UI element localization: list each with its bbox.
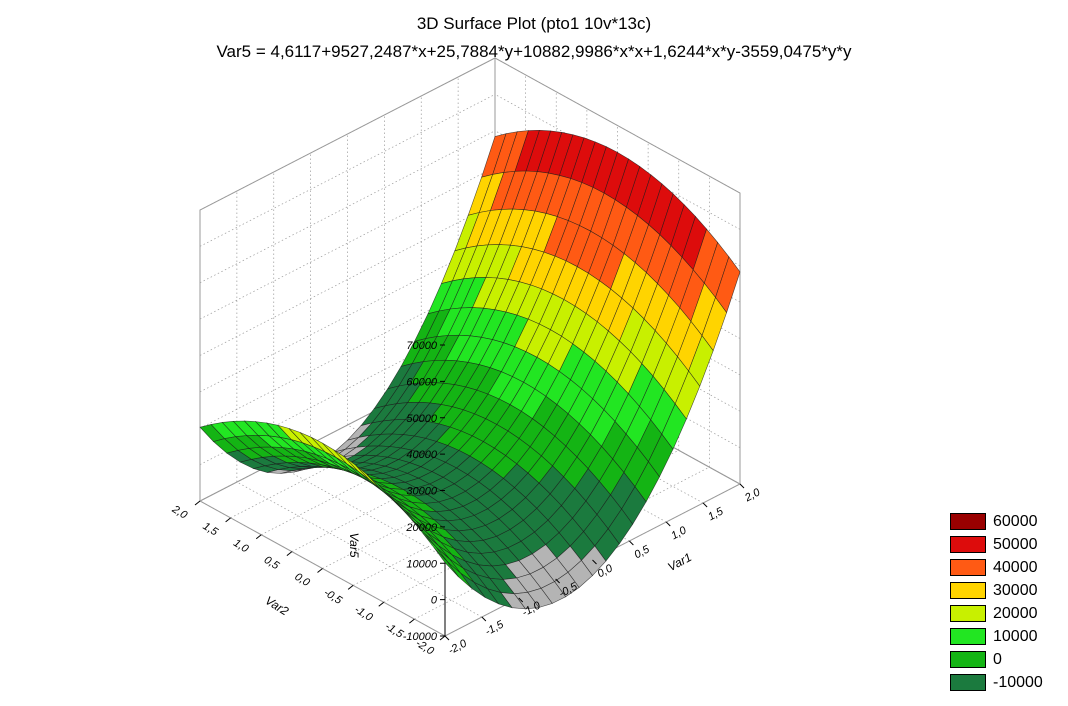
- legend-item: 10000: [950, 625, 1043, 648]
- legend-label: 0: [993, 650, 1002, 668]
- z-tick-label: 60000: [406, 376, 437, 388]
- legend-label: -10000: [993, 673, 1043, 691]
- z-tick-label: 20000: [405, 522, 437, 534]
- grid-line: [199, 239, 496, 393]
- legend-item: 50000: [950, 533, 1043, 556]
- grid-line: [199, 94, 496, 247]
- legend-item: 40000: [950, 556, 1043, 579]
- grid-line: [199, 166, 496, 320]
- grid-line: [494, 94, 741, 230]
- x-axis-label: Var1: [665, 550, 694, 574]
- y-tick-label: 1,0: [231, 537, 251, 556]
- y-tick-mark: [194, 500, 201, 506]
- y-tick-mark: [378, 601, 385, 607]
- grid-line: [199, 57, 496, 211]
- x-tick-mark: [665, 521, 671, 527]
- color-legend: 60000 50000 40000 30000 20000 10000 0 -10000: [950, 510, 1043, 694]
- legend-item: 30000: [950, 579, 1043, 602]
- grid-line: [199, 203, 496, 356]
- surface-mesh: [199, 129, 741, 610]
- z-tick-label: 70000: [406, 340, 437, 352]
- legend-swatch: [950, 536, 986, 553]
- legend-swatch: [950, 651, 986, 668]
- y-tick-mark: [317, 568, 323, 573]
- y-tick-mark: [409, 618, 415, 624]
- legend-label: 60000: [993, 512, 1038, 530]
- y-tick-mark: [255, 534, 262, 540]
- x-tick-label: 0,5: [632, 543, 652, 561]
- legend-swatch: [950, 628, 986, 645]
- grid-line: [273, 462, 519, 599]
- legend-swatch: [950, 674, 986, 691]
- x-tick-mark: [629, 540, 634, 546]
- z-tick-label: 50000: [406, 413, 437, 425]
- legend-item: 20000: [950, 602, 1043, 625]
- x-tick-label: 2,0: [742, 486, 763, 505]
- y-tick-label: 0,0: [292, 571, 312, 590]
- grid-line: [199, 130, 496, 284]
- x-tick-mark: [592, 559, 597, 565]
- z-tick-label: 0: [431, 595, 438, 607]
- y-tick-mark: [347, 584, 354, 590]
- x-tick-label: 1,0: [669, 524, 689, 542]
- x-tick-mark: [702, 502, 708, 508]
- legend-swatch: [950, 513, 986, 530]
- grid-line: [199, 500, 446, 637]
- y-tick-label: 2,0: [169, 503, 190, 522]
- legend-item: -10000: [950, 671, 1043, 694]
- x-tick-mark: [444, 635, 450, 641]
- y-tick-label: -1,0: [352, 604, 375, 625]
- x-tick-mark: [481, 616, 487, 622]
- z-axis-label: Var5: [347, 533, 361, 558]
- z-tick-label: -10000: [403, 631, 438, 643]
- y-tick-mark: [286, 551, 293, 557]
- x-tick-label: 1,5: [706, 505, 726, 523]
- z-tick-label: 30000: [406, 486, 437, 498]
- legend-swatch: [950, 582, 986, 599]
- grid-line: [236, 481, 483, 618]
- legend-swatch: [950, 605, 986, 622]
- legend-label: 50000: [993, 535, 1038, 553]
- z-tick-label: 40000: [406, 449, 437, 461]
- y-tick-label: 1,5: [201, 520, 221, 539]
- legend-label: 10000: [993, 627, 1038, 645]
- x-tick-mark: [555, 578, 560, 584]
- surface-cell: [433, 547, 459, 578]
- y-tick-mark: [439, 635, 446, 641]
- z-tick-label: 10000: [406, 558, 437, 570]
- x-tick-label: -2,0: [446, 637, 469, 657]
- legend-label: 20000: [993, 604, 1038, 622]
- x-tick-mark: [518, 597, 524, 603]
- legend-swatch: [950, 559, 986, 576]
- legend-item: 0: [950, 648, 1043, 671]
- chart-title: 3D Surface Plot (pto1 10v*13c): [416, 14, 652, 33]
- grid-line: [414, 466, 710, 620]
- legend-item: 60000: [950, 510, 1043, 533]
- legend-label: 40000: [993, 558, 1038, 576]
- chart-equation: Var5 = 4,6117+9527,2487*x+25,7884*y+1088…: [216, 42, 852, 61]
- grid-line: [494, 57, 741, 194]
- y-tick-label: 0,5: [262, 554, 282, 573]
- legend-label: 30000: [993, 581, 1038, 599]
- y-tick-mark: [225, 517, 231, 523]
- grid-line: [444, 483, 741, 637]
- y-axis-label: Var2: [263, 593, 292, 618]
- x-tick-label: -1,5: [483, 618, 506, 638]
- y-tick-label: -0,5: [321, 587, 344, 608]
- x-tick-mark: [739, 483, 745, 489]
